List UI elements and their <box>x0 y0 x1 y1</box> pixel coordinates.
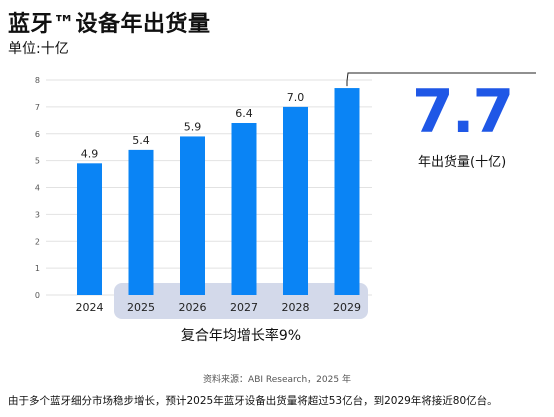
y-tick-label: 2 <box>35 237 40 246</box>
y-tick-label: 5 <box>35 157 40 166</box>
value-label: 6.4 <box>235 107 253 120</box>
x-tick-label: 2026 <box>179 301 207 314</box>
y-axis-ticks: 0 1 2 3 4 5 6 7 8 <box>35 76 40 300</box>
y-tick-label: 3 <box>35 210 40 219</box>
y-tick-label: 4 <box>35 184 40 193</box>
highlight-caption: 年出货量(十亿) <box>418 155 507 170</box>
footer-text: 由于多个蓝牙细分市场稳步增长，预计2025年蓝牙设备出货量将超过53亿台，到20… <box>8 395 498 407</box>
value-label: 4.9 <box>81 147 99 160</box>
y-tick-label: 1 <box>35 264 40 273</box>
y-tick-label: 7 <box>35 103 40 112</box>
x-axis-ticks: 2024 2025 2026 2027 2028 2029 <box>76 301 362 314</box>
value-labels: 4.9 5.4 5.9 6.4 7.0 <box>81 91 305 160</box>
highlight-value: 7.7 <box>412 77 514 147</box>
bar <box>231 123 257 295</box>
callout-line <box>346 72 536 87</box>
x-tick-label: 2027 <box>230 301 258 314</box>
y-tick-label: 8 <box>35 76 40 85</box>
bar <box>77 163 102 295</box>
x-tick-label: 2028 <box>282 301 310 314</box>
x-tick-label: 2024 <box>76 301 104 314</box>
y-tick-label: 6 <box>35 130 40 139</box>
bars <box>77 88 360 295</box>
chart-title: 蓝牙™设备年出货量 <box>8 12 211 37</box>
cagr-label: 复合年均增长率9% <box>181 327 301 344</box>
unit-label: 单位:十亿 <box>8 41 69 57</box>
value-label: 5.9 <box>184 120 202 133</box>
value-label: 7.0 <box>287 91 305 104</box>
value-label: 5.4 <box>132 134 150 147</box>
bar <box>334 88 360 295</box>
source-note: 资料来源：ABI Research，2025 年 <box>203 375 351 385</box>
x-tick-label: 2025 <box>127 301 155 314</box>
bar <box>128 149 154 295</box>
y-tick-label: 0 <box>35 291 40 300</box>
bar <box>180 136 205 295</box>
x-tick-label: 2029 <box>333 301 361 314</box>
bar <box>283 106 308 295</box>
